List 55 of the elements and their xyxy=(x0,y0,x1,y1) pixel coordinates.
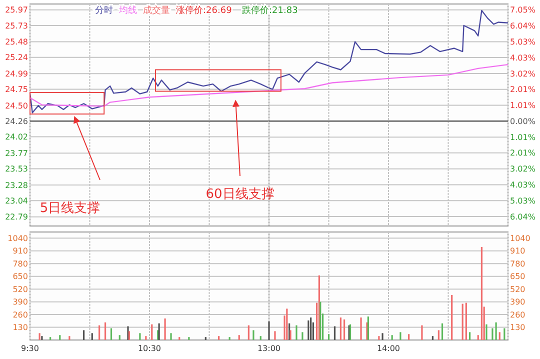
text: 成交量 xyxy=(143,5,170,16)
y-tick-label: 650 xyxy=(12,272,28,282)
y2-tick-label: 7.05% xyxy=(510,6,536,15)
y2-tick-label: 0.00% xyxy=(510,116,536,126)
y2-tick-label: 1.01% xyxy=(510,101,536,110)
x-tick-label: 14:00 xyxy=(376,344,400,353)
y-tick-label: 25.73 xyxy=(5,21,28,30)
y2-tick-label: 5.03% xyxy=(510,38,536,47)
y-tick-label: 130 xyxy=(12,323,28,332)
y-tick-label: 24.99 xyxy=(5,69,28,78)
x-tick-label: 13:00 xyxy=(257,344,281,353)
y2-tick-label: 6.04% xyxy=(510,212,536,222)
y-tick-label: 390 xyxy=(12,298,28,307)
y-tick-label: 23.28 xyxy=(5,180,28,190)
y2-tick-label: 2.01% xyxy=(510,85,536,94)
y-tick-label: 24.26 xyxy=(5,116,28,126)
annotation: 涨停价:26.69 xyxy=(176,5,232,16)
y-tick-label: 25.97 xyxy=(5,6,28,15)
y-tick-label: 1040 xyxy=(8,234,28,243)
text: 分时 xyxy=(95,5,113,16)
y-tick-label: 25.24 xyxy=(5,53,28,62)
y-tick-label: 23.53 xyxy=(5,164,28,174)
y2-tick-label: 2.01% xyxy=(510,148,536,158)
y-tick-label: 910 xyxy=(12,246,28,256)
annotation: 跌停价:21.83 xyxy=(242,5,298,16)
y2-tick-label: 3.02% xyxy=(510,164,536,174)
y-tick-label: 520 xyxy=(510,284,526,294)
y-tick-label: 23.77 xyxy=(5,148,28,158)
y-tick-label: 780 xyxy=(12,259,28,268)
y-tick-label: 910 xyxy=(510,246,526,256)
y-tick-label: 24.02 xyxy=(5,132,28,142)
x-tick-label: 10:30 xyxy=(138,344,162,353)
y-tick-label: 24.75 xyxy=(5,85,28,94)
y-tick-label: 25.48 xyxy=(5,38,28,47)
y2-tick-label: 3.02% xyxy=(510,69,536,78)
y-tick-label: 520 xyxy=(12,284,28,294)
annotation: 60日线支撑 xyxy=(206,187,274,202)
y2-tick-label: 6.04% xyxy=(510,22,536,31)
y-tick-label: 130 xyxy=(510,323,526,332)
y-tick-label: 780 xyxy=(510,259,526,268)
y-tick-label: 24.50 xyxy=(5,101,28,110)
y-tick-label: 23.04 xyxy=(5,196,28,206)
y2-tick-label: 1.01% xyxy=(510,132,536,142)
y-tick-label: 22.79 xyxy=(5,212,28,222)
y2-tick-label: 4.03% xyxy=(510,180,536,190)
y-tick-label: 650 xyxy=(510,272,526,282)
x-tick-label: 9:30 xyxy=(21,344,39,353)
y2-tick-label: 5.03% xyxy=(510,196,536,206)
y-tick-label: 260 xyxy=(510,310,526,320)
annotation: 5日线支撑 xyxy=(40,201,100,216)
y-tick-label: 1040 xyxy=(510,234,530,243)
text: 均线 xyxy=(118,5,137,16)
y2-tick-label: 4.03% xyxy=(510,53,536,62)
y-tick-label: 390 xyxy=(510,298,526,307)
y-tick-label: 260 xyxy=(12,310,28,320)
